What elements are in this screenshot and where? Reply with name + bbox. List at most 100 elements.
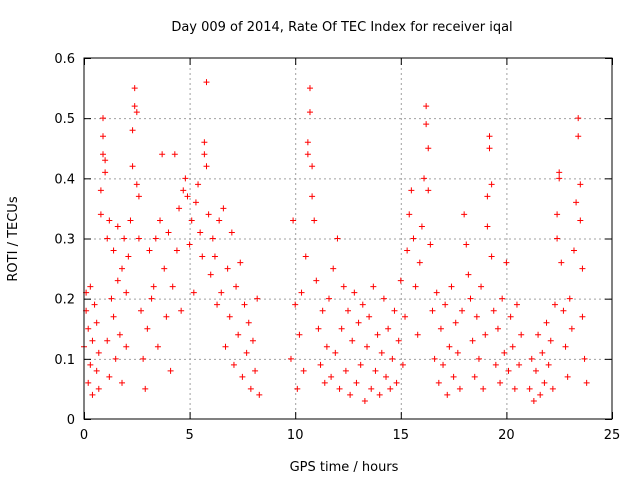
data-point bbox=[461, 211, 468, 218]
data-point bbox=[393, 379, 400, 386]
data-point bbox=[256, 391, 263, 398]
data-point bbox=[131, 85, 138, 92]
data-point bbox=[425, 145, 432, 152]
x-tick-label: 20 bbox=[498, 428, 515, 443]
data-point bbox=[197, 229, 204, 236]
data-point bbox=[203, 79, 210, 86]
data-point bbox=[135, 235, 142, 242]
data-point bbox=[471, 373, 478, 380]
data-point bbox=[577, 217, 584, 224]
data-point bbox=[237, 259, 244, 266]
data-point bbox=[304, 139, 311, 146]
data-point bbox=[454, 349, 461, 356]
data-point bbox=[309, 163, 316, 170]
data-point bbox=[469, 337, 476, 344]
data-point bbox=[537, 391, 544, 398]
data-point bbox=[570, 247, 577, 254]
data-point bbox=[102, 169, 109, 176]
data-point bbox=[104, 235, 111, 242]
data-point bbox=[499, 295, 506, 302]
y-tick-label: 0.5 bbox=[54, 112, 75, 127]
data-point bbox=[306, 85, 313, 92]
data-point bbox=[383, 373, 390, 380]
data-point bbox=[385, 325, 392, 332]
data-point bbox=[125, 253, 132, 260]
data-point bbox=[100, 133, 107, 140]
data-point bbox=[214, 301, 221, 308]
data-point bbox=[148, 295, 155, 302]
data-point bbox=[161, 265, 168, 272]
data-point bbox=[342, 367, 349, 374]
data-point bbox=[332, 349, 339, 356]
plot-frame bbox=[83, 57, 613, 420]
data-point bbox=[325, 295, 332, 302]
data-point bbox=[224, 265, 231, 272]
data-point bbox=[108, 295, 115, 302]
data-point bbox=[380, 295, 387, 302]
data-point bbox=[364, 343, 371, 350]
data-point bbox=[93, 367, 100, 374]
data-point bbox=[518, 331, 525, 338]
data-point bbox=[484, 193, 491, 200]
x-tick-label: 15 bbox=[393, 428, 410, 443]
data-point bbox=[450, 373, 457, 380]
data-point bbox=[298, 289, 305, 296]
data-point bbox=[91, 301, 98, 308]
x-tick-label: 10 bbox=[287, 428, 304, 443]
data-point bbox=[317, 361, 324, 368]
data-point bbox=[583, 379, 590, 386]
data-point bbox=[349, 337, 356, 344]
data-point bbox=[444, 391, 451, 398]
data-point bbox=[370, 283, 377, 290]
x-tick-labels: 0 5 10 15 20 25 bbox=[80, 428, 620, 443]
data-point bbox=[188, 217, 195, 224]
data-point bbox=[245, 319, 252, 326]
data-point bbox=[165, 229, 172, 236]
data-point bbox=[235, 331, 242, 338]
data-point bbox=[395, 337, 402, 344]
data-point bbox=[163, 313, 170, 320]
data-point bbox=[459, 307, 466, 314]
data-point bbox=[249, 337, 256, 344]
data-point bbox=[549, 385, 556, 392]
data-point bbox=[106, 217, 113, 224]
data-point bbox=[296, 331, 303, 338]
data-point bbox=[482, 331, 489, 338]
data-point bbox=[138, 307, 145, 314]
y-axis-label: ROTI / TECUs bbox=[6, 196, 21, 281]
data-point bbox=[421, 175, 428, 182]
data-point bbox=[511, 385, 518, 392]
data-point bbox=[184, 193, 191, 200]
data-point bbox=[171, 151, 178, 158]
data-point bbox=[433, 289, 440, 296]
data-point bbox=[347, 391, 354, 398]
data-point bbox=[311, 217, 318, 224]
data-point bbox=[387, 385, 394, 392]
data-point bbox=[97, 211, 104, 218]
data-point bbox=[114, 223, 121, 230]
data-point bbox=[336, 385, 343, 392]
data-point bbox=[328, 373, 335, 380]
data-point bbox=[351, 289, 358, 296]
data-point bbox=[484, 223, 491, 230]
data-point bbox=[100, 151, 107, 158]
data-point bbox=[357, 361, 364, 368]
data-point bbox=[408, 187, 415, 194]
data-point bbox=[252, 367, 259, 374]
data-point bbox=[302, 253, 309, 260]
data-point bbox=[211, 253, 218, 260]
data-point bbox=[562, 343, 569, 350]
data-point bbox=[321, 379, 328, 386]
data-point bbox=[490, 307, 497, 314]
data-point bbox=[306, 109, 313, 116]
data-point bbox=[467, 295, 474, 302]
data-point bbox=[391, 307, 398, 314]
data-point bbox=[294, 385, 301, 392]
data-point bbox=[475, 355, 482, 362]
data-point bbox=[309, 193, 316, 200]
data-point bbox=[129, 163, 136, 170]
data-point bbox=[414, 331, 421, 338]
data-point bbox=[575, 115, 582, 122]
data-point bbox=[376, 391, 383, 398]
data-point bbox=[526, 385, 533, 392]
